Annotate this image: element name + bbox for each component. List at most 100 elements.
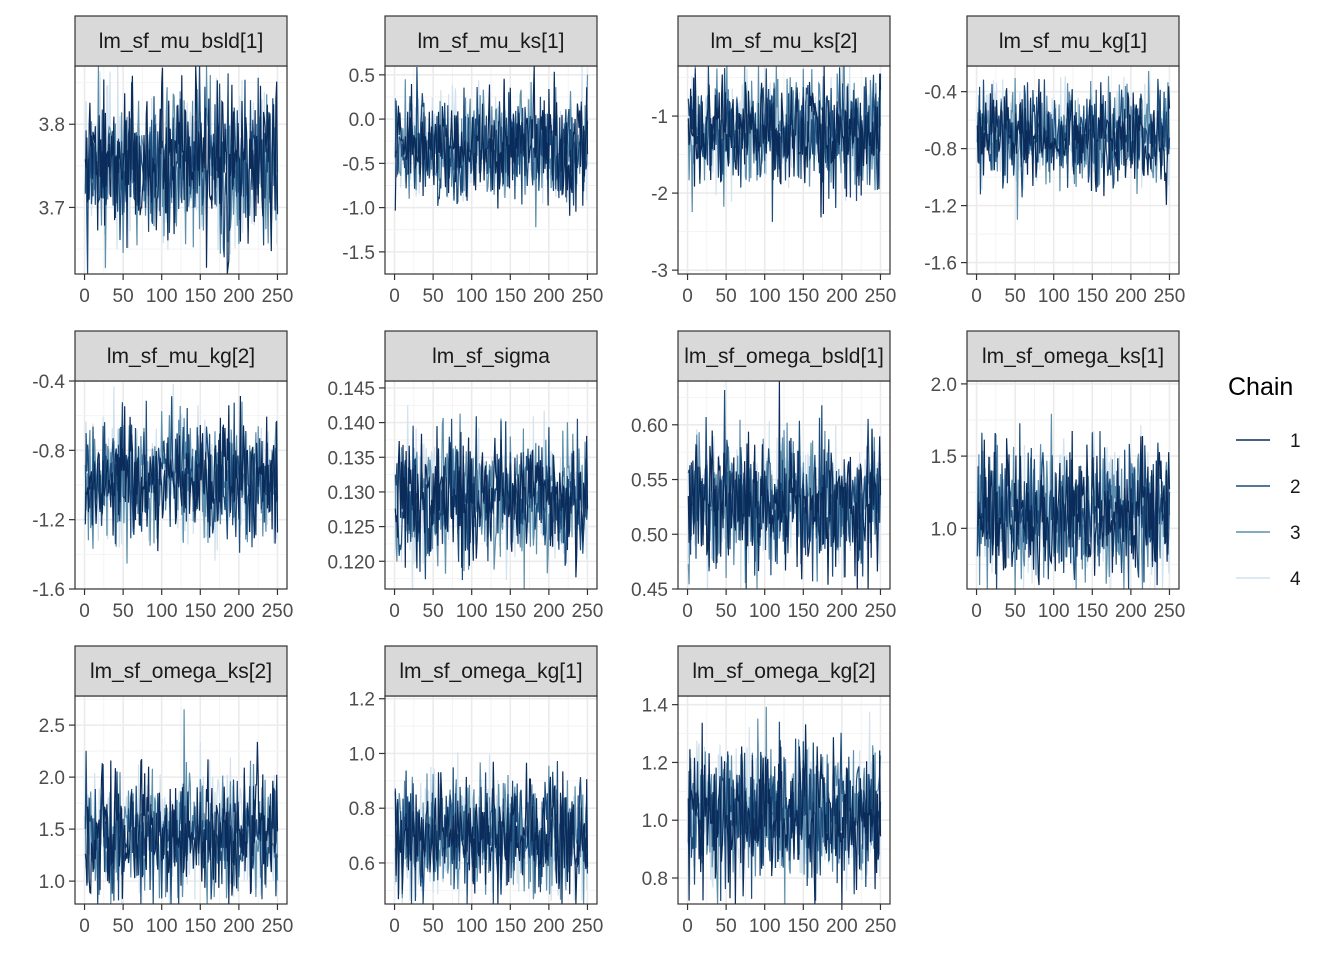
x-tick-label: 100	[146, 286, 178, 307]
x-tick-label: 0	[389, 286, 400, 307]
y-tick-label: 0.60	[631, 416, 668, 437]
x-tick-label: 100	[1038, 286, 1070, 307]
x-tick-label: 50	[113, 916, 134, 937]
x-tick-label: 100	[146, 916, 178, 937]
x-tick-label: 200	[223, 286, 255, 307]
x-tick-label: 200	[1115, 286, 1147, 307]
facet-strip-title: lm_sf_mu_kg[2]	[107, 345, 255, 368]
legend-label: 1	[1290, 431, 1301, 452]
facet-panel: lm_sf_mu_ks[2] -1 -2 -3 0 50 100 150 200 250	[651, 15, 896, 307]
x-tick-label: 50	[716, 286, 737, 307]
y-tick-label: 1.0	[931, 519, 957, 540]
y-tick-label: -0.8	[32, 441, 65, 462]
y-tick-label: 0.135	[327, 448, 375, 469]
x-tick-label: 200	[223, 916, 255, 937]
x-tick-label: 150	[787, 286, 819, 307]
chain-2-trace	[687, 721, 882, 902]
y-tick-label: -0.8	[924, 140, 957, 161]
y-tick-label: 0.125	[327, 518, 375, 539]
facet-strip-title: lm_sf_omega_kg[2]	[692, 660, 875, 683]
chain-traces	[394, 752, 589, 904]
chain-1-trace	[394, 66, 589, 216]
x-tick-label: 0	[79, 601, 90, 622]
x-tick-label: 100	[1038, 601, 1070, 622]
facet-panel: lm_sf_omega_ks[1] 2.0 1.5 1.0 0 50 100 150 200 25…	[931, 330, 1185, 622]
x-tick-label: 150	[184, 916, 216, 937]
x-tick-label: 100	[749, 286, 781, 307]
facet-strip-title: lm_sf_mu_bsld[1]	[99, 30, 264, 53]
y-tick-label: 2.0	[39, 768, 65, 789]
legend-title: Chain	[1228, 373, 1293, 401]
legend-label: 4	[1290, 569, 1301, 590]
x-tick-label: 0	[79, 286, 90, 307]
facet-panel: lm_sf_mu_ks[1] 0.5 0.0 -0.5 -1.0 -1.5 0 50 100 15…	[342, 15, 603, 307]
y-tick-label: 1.0	[39, 872, 65, 893]
facet-panel: lm_sf_omega_bsld[1] 0.60 0.55 0.50 0.45 0 50 10…	[631, 330, 896, 622]
legend-label: 2	[1290, 477, 1301, 498]
x-tick-label: 250	[262, 916, 294, 937]
x-tick-label: 100	[146, 601, 178, 622]
chain-1-trace	[687, 381, 882, 589]
x-tick-label: 150	[1076, 286, 1108, 307]
x-tick-label: 0	[971, 286, 982, 307]
facet-strip	[384, 15, 598, 67]
facet-panel: lm_sf_omega_ks[2] 2.5 2.0 1.5 1.0 0 50 100 150 20…	[39, 645, 294, 937]
x-tick-label: 0	[389, 916, 400, 937]
x-tick-label: 150	[494, 916, 526, 937]
facet-strip-title: lm_sf_omega_ks[2]	[90, 660, 272, 683]
y-tick-label: -1.2	[32, 511, 65, 532]
facet-strip	[677, 330, 891, 382]
y-tick-label: 0.8	[349, 799, 375, 820]
x-tick-label: 150	[494, 286, 526, 307]
chain-1-trace	[84, 395, 279, 552]
legend-item-chain-3: 3	[1236, 523, 1301, 544]
chain-1-trace	[84, 741, 279, 904]
y-tick-label: 0.140	[327, 414, 375, 435]
chain-traces	[976, 413, 1171, 589]
y-tick-label: 2.0	[931, 375, 957, 396]
y-tick-label: 1.0	[349, 744, 375, 765]
facet-strip	[966, 15, 1180, 67]
legend-keys: 1 2 3 4	[1236, 431, 1301, 590]
facet-strip-title: lm_sf_omega_bsld[1]	[684, 345, 884, 368]
y-tick-label: -1.6	[924, 254, 957, 275]
y-tick-label: 1.2	[642, 753, 668, 774]
x-tick-label: 150	[184, 601, 216, 622]
chain-1-trace	[84, 66, 279, 274]
x-tick-label: 50	[1005, 601, 1026, 622]
y-tick-label: -0.4	[924, 83, 957, 104]
y-tick-label: -0.5	[342, 154, 375, 175]
y-tick-label: 1.5	[39, 820, 65, 841]
x-tick-label: 50	[113, 286, 134, 307]
facet-strip	[384, 645, 598, 697]
facet-strip	[74, 330, 288, 382]
facet-panels: lm_sf_mu_bsld[1]3.73.80 50 100 150 200 250lm_…	[32, 15, 1185, 937]
y-tick-label: 3.7	[39, 198, 65, 219]
x-tick-label: 100	[456, 286, 488, 307]
x-tick-label: 150	[494, 601, 526, 622]
y-tick-label: 0.0	[349, 110, 375, 131]
x-tick-label: 0	[682, 601, 693, 622]
x-tick-label: 150	[787, 916, 819, 937]
facet-strip	[677, 15, 891, 67]
x-tick-label: 200	[1115, 601, 1147, 622]
chain-traces	[687, 66, 882, 222]
y-tick-label: -0.4	[32, 372, 65, 393]
facet-strip-title: lm_sf_mu_ks[1]	[417, 30, 564, 53]
x-tick-label: 200	[533, 286, 565, 307]
x-tick-label: 0	[971, 601, 982, 622]
chain-1-trace	[394, 761, 589, 904]
facet-strip	[966, 330, 1180, 382]
facet-strip-title: lm_sf_omega_kg[1]	[399, 660, 582, 683]
x-tick-label: 150	[1076, 601, 1108, 622]
legend-label: 3	[1290, 523, 1301, 544]
chain-1-trace	[687, 66, 882, 218]
x-tick-label: 0	[682, 916, 693, 937]
y-tick-label: 0.130	[327, 483, 375, 504]
y-tick-label: 0.5	[349, 66, 375, 87]
facet-strip	[677, 645, 891, 697]
chain-1-trace	[687, 722, 882, 904]
y-tick-label: 1.4	[642, 696, 669, 717]
y-tick-label: 0.45	[631, 580, 668, 601]
x-tick-label: 0	[682, 286, 693, 307]
